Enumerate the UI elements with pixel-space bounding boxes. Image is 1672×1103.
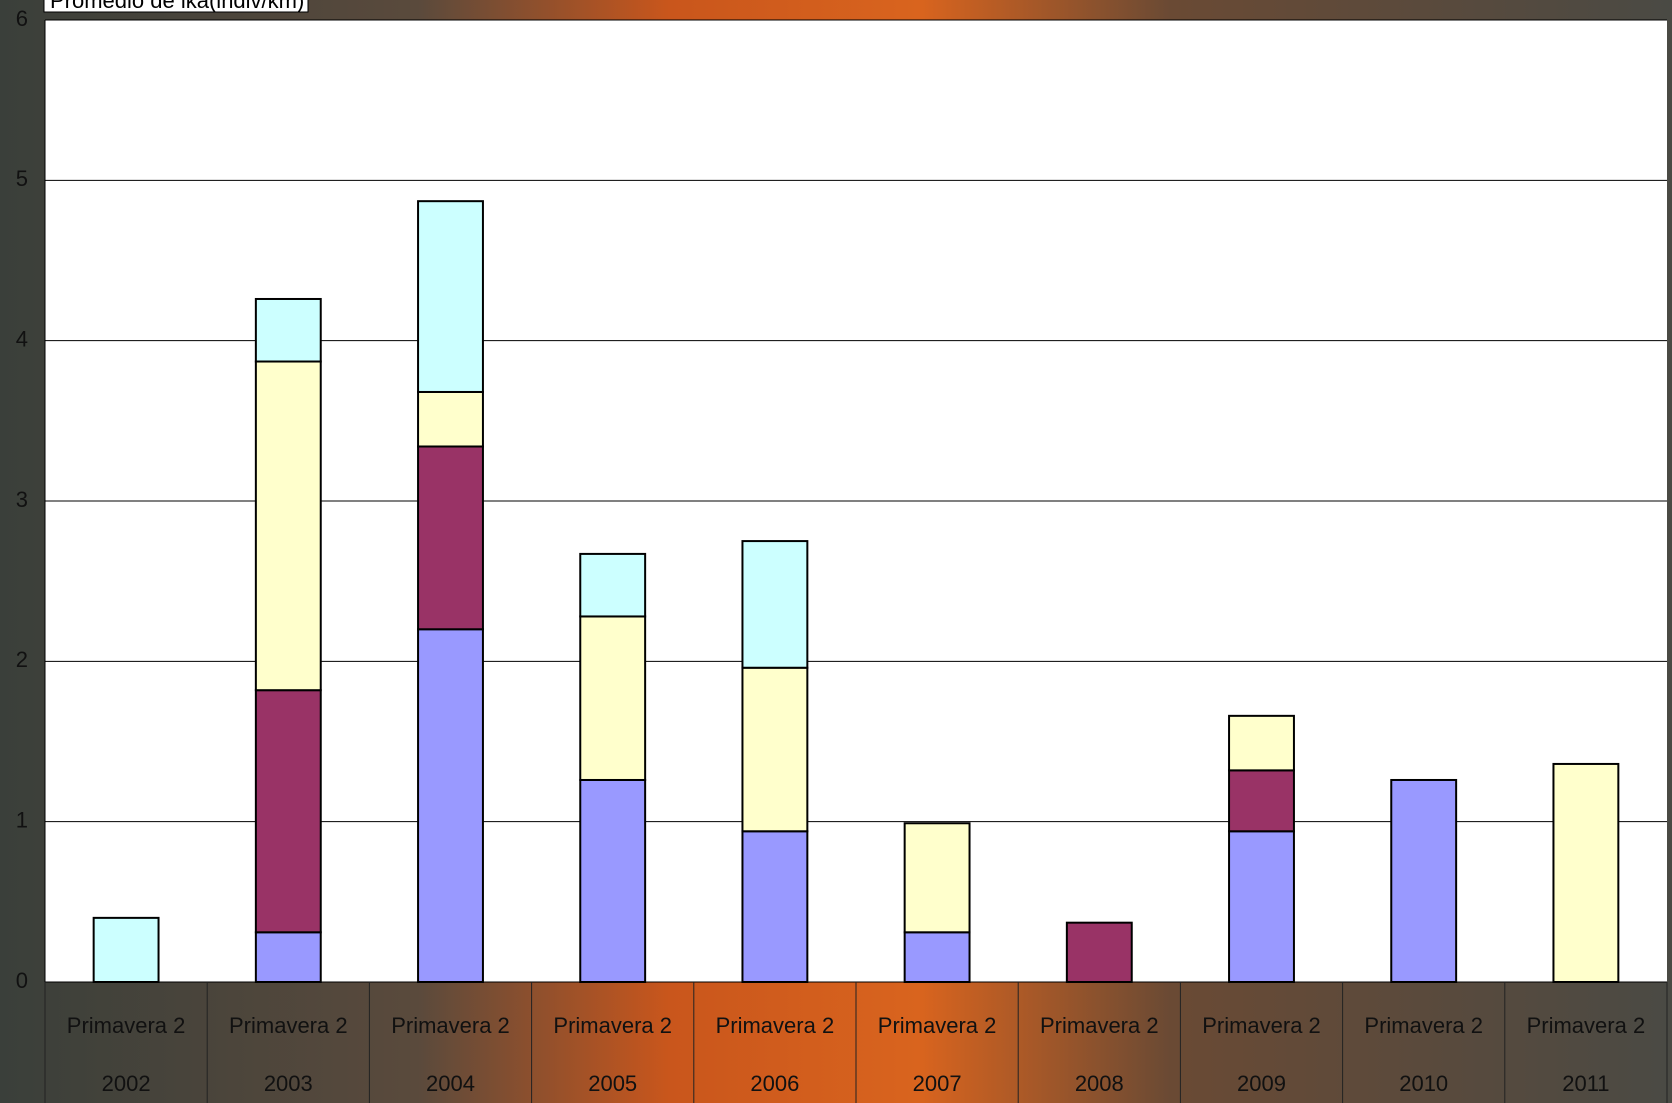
bar-segment: [579, 615, 647, 781]
x-tick-label-top: Primavera 2: [1364, 1013, 1483, 1038]
y-tick-label: 0: [16, 968, 28, 993]
x-tick-label-top: Primavera 2: [391, 1013, 510, 1038]
y-tick-label: 5: [16, 166, 28, 191]
bar-segment: [741, 830, 809, 984]
bar-segment: [741, 666, 809, 833]
bar-segment: [1390, 778, 1458, 983]
x-tick-label: 2011: [1562, 1071, 1609, 1096]
bar-segment: [1065, 921, 1133, 984]
bar-segment: [92, 916, 160, 983]
x-tick-label-top: Primavera 2: [67, 1013, 186, 1038]
x-tick-label: 2002: [102, 1071, 151, 1096]
x-tick-label: 2006: [750, 1071, 799, 1096]
x-tick-label: 2004: [426, 1071, 475, 1096]
bar-segment: [579, 778, 647, 983]
bar-segment: [254, 931, 322, 984]
y-tick-label: 6: [16, 6, 28, 31]
bar-segment: [1228, 830, 1295, 984]
x-tick-label: 2003: [264, 1071, 313, 1096]
bar-segment: [417, 628, 484, 983]
x-tick-label: 2010: [1399, 1071, 1448, 1096]
x-tick-label: 2007: [913, 1071, 962, 1096]
x-tick-label-top: Primavera 2: [716, 1013, 835, 1038]
y-tick-label: 3: [16, 487, 28, 512]
x-tick-label-top: Primavera 2: [878, 1013, 997, 1038]
bar-segment: [417, 390, 484, 448]
bar-segment: [1552, 762, 1620, 983]
bar-segment: [1228, 769, 1295, 833]
bar-segment: [417, 200, 484, 393]
x-tick-label-top: Primavera 2: [1040, 1013, 1159, 1038]
bar-segment: [254, 297, 322, 363]
chart-title: Promedio de ika(indiv/km): [50, 0, 304, 13]
x-tick-label-top: Primavera 2: [1527, 1013, 1646, 1038]
x-tick-label-top: Primavera 2: [229, 1013, 348, 1038]
bar-segment: [1228, 714, 1295, 772]
y-tick-label: 2: [16, 647, 28, 672]
x-tick-label: 2008: [1075, 1071, 1124, 1096]
x-tick-label-top: Primavera 2: [1202, 1013, 1321, 1038]
title-box: [43, 0, 309, 13]
x-tick-label: 2005: [588, 1071, 637, 1096]
bar-segment: [254, 360, 322, 692]
y-tick-label: 1: [16, 807, 28, 832]
bar-segment: [741, 540, 809, 669]
bar-segment: [579, 552, 647, 618]
x-tick-label-top: Primavera 2: [553, 1013, 672, 1038]
bar-segment: [903, 822, 971, 934]
bar-segment: [903, 931, 971, 984]
y-tick-label: 4: [16, 326, 28, 351]
x-tick-label: 2009: [1237, 1071, 1286, 1096]
bar-segment: [417, 445, 484, 631]
bar-segment: [254, 689, 322, 934]
